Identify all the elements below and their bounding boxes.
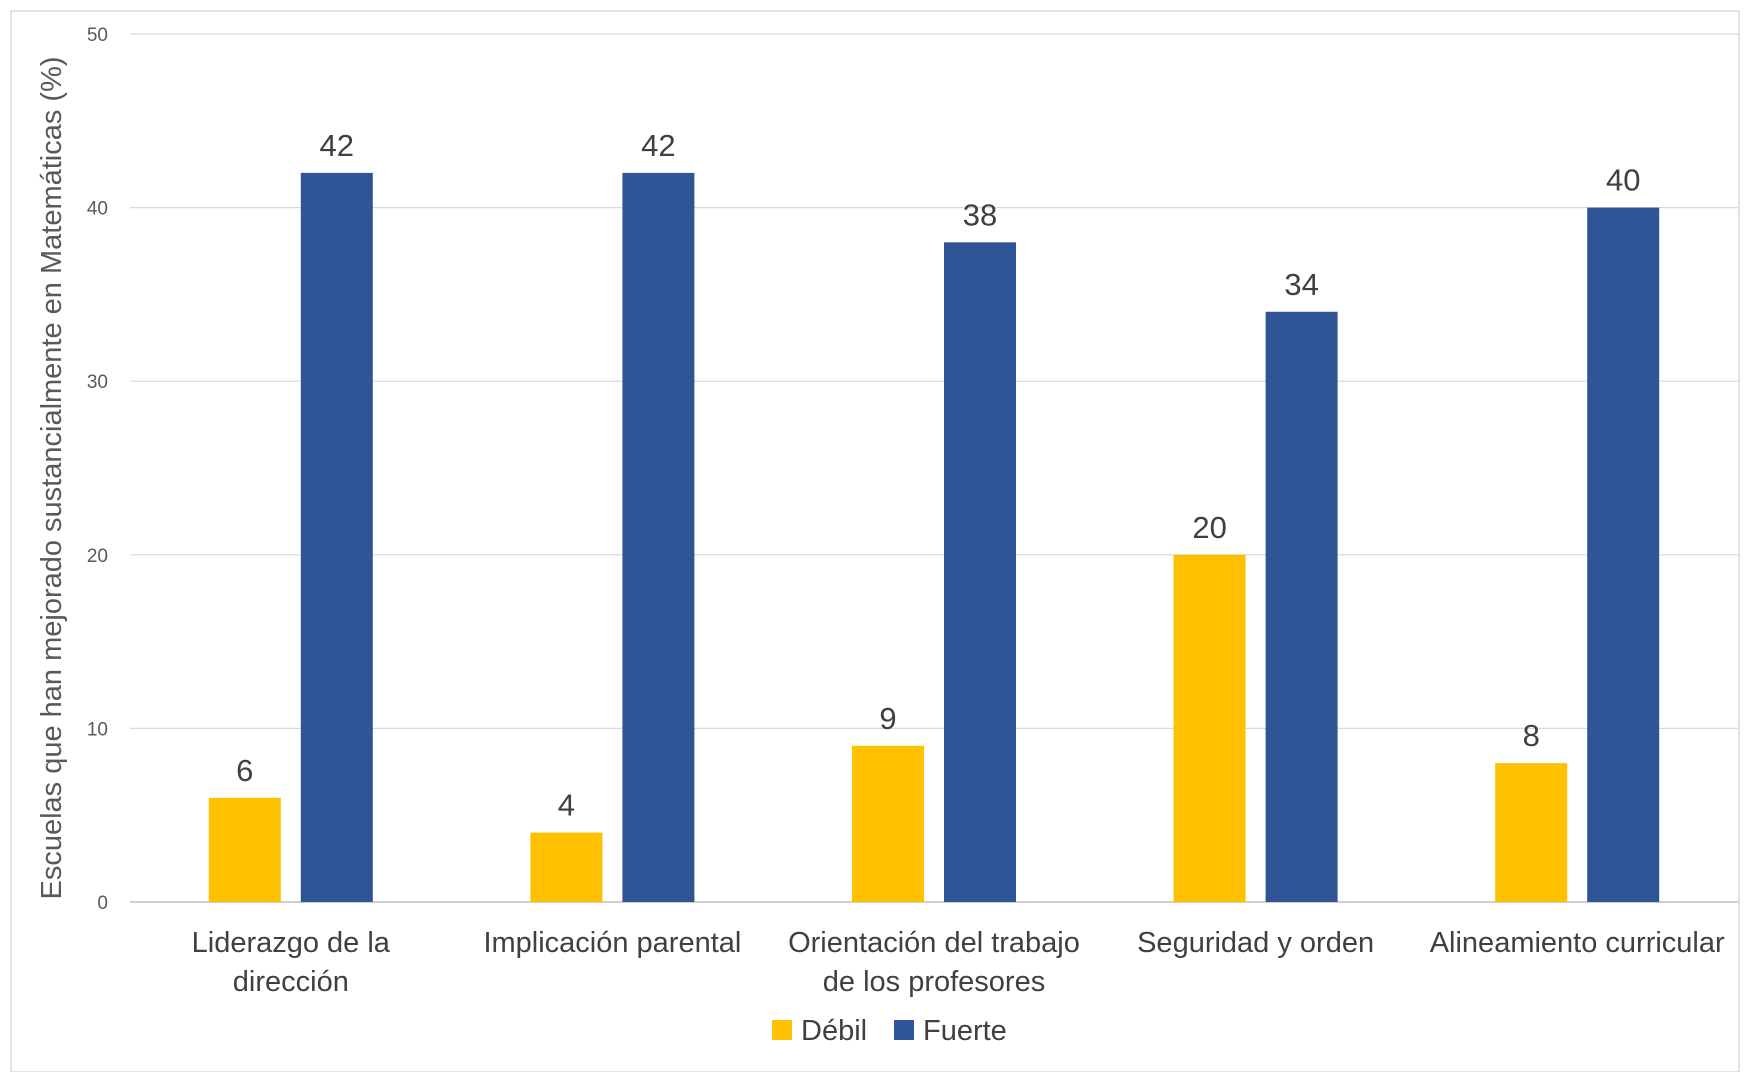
y-tick-label: 0 (97, 893, 108, 914)
data-label: 40 (1606, 163, 1640, 198)
x-axis-categories: Liderazgo de la dirección Implicación pare… (192, 927, 1725, 998)
bar-debil (1495, 763, 1568, 902)
bar-fuerte (1587, 207, 1660, 903)
legend-label: Fuerte (923, 1015, 1007, 1047)
legend-label: Débil (801, 1015, 867, 1047)
legend-swatch (894, 1020, 914, 1040)
bar-debil (530, 832, 603, 902)
data-label: 9 (879, 701, 896, 736)
data-label: 38 (963, 197, 997, 232)
legend-swatch (772, 1020, 792, 1040)
bar-debil (208, 797, 281, 902)
gridlines (130, 33, 1738, 903)
y-tick-label: 10 (87, 719, 108, 740)
y-tick-label: 30 (87, 372, 108, 393)
category-label: de los profesores (823, 966, 1045, 998)
bar-fuerte (1265, 311, 1338, 902)
y-axis-title: Escuelas que han mejorado sustancialment… (36, 56, 68, 899)
bars (208, 172, 1660, 903)
y-tick-label: 50 (87, 25, 108, 46)
y-axis-ticks: 0 10 20 30 40 50 (87, 25, 108, 914)
bar-debil (1173, 554, 1246, 902)
bar-fuerte (944, 242, 1016, 902)
y-tick-label: 40 (87, 199, 108, 220)
chart-frame (10, 10, 1740, 1072)
category-label: Alineamiento curricular (1430, 927, 1725, 959)
bar-fuerte (622, 172, 695, 902)
category-label: dirección (233, 966, 349, 998)
category-label: Orientación del trabajo (788, 927, 1080, 959)
category-label: Seguridad y orden (1137, 927, 1374, 959)
data-label: 42 (320, 128, 354, 163)
data-label: 6 (236, 753, 253, 788)
data-label: 42 (641, 128, 675, 163)
category-label: Implicación parental (483, 927, 741, 959)
y-tick-label: 20 (87, 546, 108, 567)
bar-fuerte (300, 172, 373, 902)
data-label: 4 (558, 788, 575, 823)
data-label: 8 (1523, 718, 1540, 753)
category-label: Liderazgo de la (192, 927, 391, 959)
data-labels: 6 42 4 42 9 38 20 34 8 40 (236, 128, 1640, 823)
data-label: 34 (1284, 267, 1318, 302)
data-label: 20 (1192, 510, 1226, 545)
bar-debil (852, 745, 924, 902)
legend: Débil Fuerte (772, 1015, 1007, 1047)
